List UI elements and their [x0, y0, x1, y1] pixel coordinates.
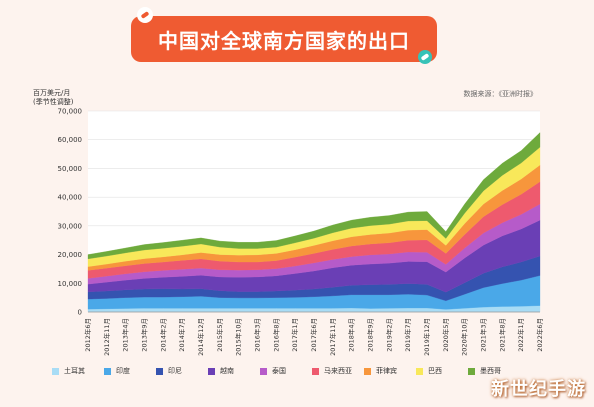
legend-item: 越南 — [208, 365, 260, 377]
legend-swatch — [416, 367, 423, 375]
x-tick-label: 2014年2月 — [158, 318, 167, 352]
legend-label: 印尼 — [168, 367, 182, 375]
y-tick-label: 30,000 — [58, 222, 83, 230]
legend-label: 巴西 — [428, 367, 442, 375]
legend-swatch — [312, 367, 319, 375]
y-tick-label: 40,000 — [58, 194, 83, 202]
chart-title: 中国对全球南方国家的出口 — [131, 16, 437, 62]
legend-label: 越南 — [220, 367, 234, 375]
decorative-circle-icon — [137, 7, 153, 23]
legend-swatch — [156, 367, 163, 375]
legend-item: 印尼 — [156, 365, 208, 377]
x-tick-label: 2012年11月 — [102, 318, 111, 356]
legend-label: 菲律宾 — [376, 367, 397, 375]
y-tick-label: 20,000 — [58, 251, 83, 259]
legend-swatch — [468, 367, 475, 375]
x-tick-label: 2022年6月 — [535, 318, 544, 352]
x-tick-label: 2015年10月 — [234, 318, 243, 356]
x-tick-label: 2017年11月 — [328, 318, 337, 356]
legend-swatch — [260, 367, 267, 375]
x-tick-label: 2015年5月 — [215, 318, 224, 352]
x-tick-label: 2014年7月 — [177, 318, 186, 352]
decorative-circle-icon — [418, 50, 432, 64]
watermark-logo: 新世纪手游 — [491, 379, 586, 400]
legend-item: 土耳其 — [52, 365, 104, 377]
x-tick-label: 2016年8月 — [271, 318, 280, 352]
data-source: 数据来源：《亚洲时报》 — [463, 90, 538, 98]
x-tick-label: 2019年2月 — [384, 318, 393, 352]
x-tick-label: 2021年3月 — [479, 318, 488, 352]
legend-label: 印度 — [116, 367, 130, 375]
y-tick-label: 0 — [78, 309, 82, 317]
x-tick-label: 2018年4月 — [347, 318, 356, 352]
x-tick-label: 2014年12月 — [196, 318, 205, 356]
x-tick-label: 2012年6月 — [83, 318, 92, 352]
x-tick-label: 2013年9月 — [140, 318, 149, 352]
x-tick-label: 2017年6月 — [309, 318, 318, 352]
y-axis-label-unit: 百万美元/月 — [33, 89, 71, 97]
legend-swatch — [52, 367, 59, 375]
x-tick-label: 2019年7月 — [403, 318, 412, 352]
x-tick-label: 2020年5月 — [441, 318, 450, 352]
x-tick-label: 2020年10月 — [460, 318, 469, 356]
legend-item: 印度 — [104, 365, 156, 377]
legend-item: 巴西 — [416, 365, 468, 377]
series-area-8 — [87, 132, 541, 260]
x-tick-label: 2017年1月 — [290, 318, 299, 352]
x-tick-label: 2013年4月 — [121, 318, 130, 352]
legend-item: 泰国 — [260, 365, 312, 377]
x-tick-label: 2022年1月 — [516, 318, 525, 352]
y-tick-label: 70,000 — [58, 108, 83, 116]
legend-item: 墨西哥 — [468, 365, 520, 377]
legend: 土耳其 印度 印尼 越南 泰国 马来西亚 菲律宾 巴西 墨西哥 — [52, 365, 552, 377]
legend-label: 墨西哥 — [480, 367, 501, 375]
legend-label: 马来西亚 — [324, 367, 352, 375]
legend-label: 泰国 — [272, 367, 286, 375]
x-tick-label: 2019年12月 — [422, 318, 431, 356]
y-tick-label: 10,000 — [58, 280, 83, 288]
legend-swatch — [208, 367, 215, 375]
y-axis-label-note: (季节性调整) — [33, 98, 74, 106]
legend-item: 菲律宾 — [364, 365, 416, 377]
legend-swatch — [104, 367, 111, 375]
legend-swatch — [364, 367, 371, 375]
legend-label: 土耳其 — [64, 367, 85, 375]
x-tick-label: 2018年9月 — [366, 318, 375, 352]
y-tick-label: 60,000 — [58, 136, 83, 144]
y-tick-label: 50,000 — [58, 165, 83, 173]
x-tick-label: 2016年3月 — [253, 318, 262, 352]
legend-item: 马来西亚 — [312, 365, 364, 377]
chart-title-text: 中国对全球南方国家的出口 — [158, 28, 410, 53]
x-tick-label: 2021年8月 — [497, 318, 506, 352]
y-axis-label: 百万美元/月 (季节性调整) — [33, 89, 73, 107]
